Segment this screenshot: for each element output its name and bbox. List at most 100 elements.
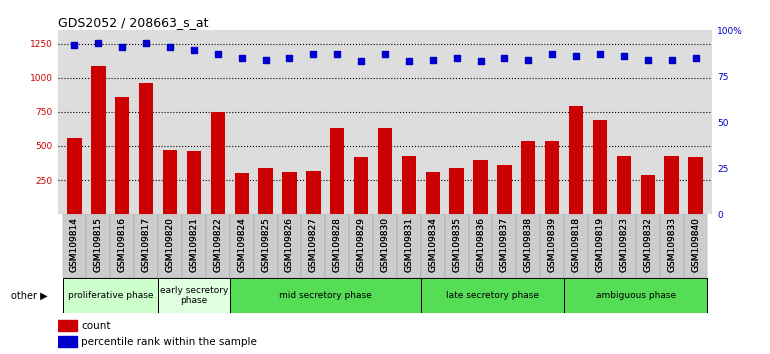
Text: GSM109826: GSM109826 <box>285 217 294 272</box>
Text: proliferative phase: proliferative phase <box>68 291 153 300</box>
Bar <box>91 65 105 214</box>
Bar <box>545 141 559 214</box>
Bar <box>426 172 440 214</box>
Bar <box>229 278 421 313</box>
Point <box>355 58 367 64</box>
Text: GSM109836: GSM109836 <box>476 217 485 272</box>
Bar <box>521 141 535 214</box>
Bar <box>474 160 487 214</box>
Text: GSM109840: GSM109840 <box>691 217 700 272</box>
Point <box>236 55 248 61</box>
Text: GSM109818: GSM109818 <box>571 217 581 272</box>
Point <box>665 57 678 62</box>
Bar <box>593 120 608 214</box>
Point <box>594 51 606 57</box>
Bar <box>86 214 110 278</box>
Bar <box>688 157 703 214</box>
Text: GSM109833: GSM109833 <box>667 217 676 272</box>
Text: GSM109816: GSM109816 <box>118 217 127 272</box>
Bar <box>617 155 631 214</box>
Text: GSM109832: GSM109832 <box>643 217 652 272</box>
Point <box>140 40 152 46</box>
Bar <box>445 214 469 278</box>
Text: GSM109829: GSM109829 <box>357 217 366 272</box>
Text: GSM109815: GSM109815 <box>94 217 103 272</box>
Bar <box>58 320 77 331</box>
Bar <box>397 214 421 278</box>
Bar <box>588 214 612 278</box>
Point <box>259 57 272 62</box>
Text: ambiguous phase: ambiguous phase <box>596 291 676 300</box>
Text: GSM109827: GSM109827 <box>309 217 318 272</box>
Text: GSM109817: GSM109817 <box>142 217 151 272</box>
Point <box>474 58 487 64</box>
Bar <box>211 112 225 214</box>
Text: GSM109815: GSM109815 <box>94 217 103 272</box>
Text: GSM109821: GSM109821 <box>189 217 199 272</box>
Bar <box>665 155 679 214</box>
Text: GSM109819: GSM109819 <box>595 217 604 272</box>
Text: GSM109838: GSM109838 <box>524 217 533 272</box>
Text: GSM109836: GSM109836 <box>476 217 485 272</box>
Text: GSM109837: GSM109837 <box>500 217 509 272</box>
Bar <box>134 214 158 278</box>
Point <box>641 57 654 62</box>
Bar <box>158 278 229 313</box>
Point <box>116 44 129 50</box>
Text: GSM109816: GSM109816 <box>118 217 127 272</box>
Text: GSM109829: GSM109829 <box>357 217 366 272</box>
Bar <box>349 214 373 278</box>
Point <box>689 55 701 61</box>
Bar <box>469 214 493 278</box>
Point <box>546 51 558 57</box>
Point <box>522 57 534 62</box>
Text: GSM109834: GSM109834 <box>428 217 437 272</box>
Bar <box>187 152 201 214</box>
Bar <box>564 214 588 278</box>
Text: GSM109830: GSM109830 <box>380 217 390 272</box>
Bar <box>421 278 564 313</box>
Text: GSM109827: GSM109827 <box>309 217 318 272</box>
Bar <box>62 278 158 313</box>
Text: GSM109824: GSM109824 <box>237 217 246 272</box>
Text: GSM109831: GSM109831 <box>404 217 413 272</box>
Text: mid secretory phase: mid secretory phase <box>279 291 372 300</box>
Bar <box>330 127 344 214</box>
Point <box>379 51 391 57</box>
Point <box>307 51 320 57</box>
Text: GSM109835: GSM109835 <box>452 217 461 272</box>
Text: GSM109839: GSM109839 <box>547 217 557 272</box>
Bar <box>636 214 660 278</box>
Point <box>403 58 415 64</box>
Text: GSM109840: GSM109840 <box>691 217 700 272</box>
Text: GSM109822: GSM109822 <box>213 217 223 272</box>
Bar <box>253 214 277 278</box>
Bar <box>139 83 153 214</box>
Bar <box>325 214 349 278</box>
Bar <box>62 214 86 278</box>
Point <box>331 51 343 57</box>
Text: GSM109817: GSM109817 <box>142 217 151 272</box>
Text: GSM109832: GSM109832 <box>643 217 652 272</box>
Text: GSM109839: GSM109839 <box>547 217 557 272</box>
Bar <box>421 214 445 278</box>
Text: GSM109838: GSM109838 <box>524 217 533 272</box>
Text: GSM109825: GSM109825 <box>261 217 270 272</box>
Bar <box>660 214 684 278</box>
Point <box>618 53 630 59</box>
Text: GSM109814: GSM109814 <box>70 217 79 272</box>
Bar <box>684 214 708 278</box>
Bar <box>612 214 636 278</box>
Text: GSM109820: GSM109820 <box>166 217 175 272</box>
Bar <box>497 165 511 214</box>
Text: GSM109831: GSM109831 <box>404 217 413 272</box>
Bar <box>569 107 583 214</box>
Point <box>427 57 439 62</box>
Text: GSM109820: GSM109820 <box>166 217 175 272</box>
Text: GSM109818: GSM109818 <box>571 217 581 272</box>
Point <box>570 53 582 59</box>
Text: GSM109830: GSM109830 <box>380 217 390 272</box>
Text: GSM109821: GSM109821 <box>189 217 199 272</box>
Text: GSM109826: GSM109826 <box>285 217 294 272</box>
Text: GSM109828: GSM109828 <box>333 217 342 272</box>
